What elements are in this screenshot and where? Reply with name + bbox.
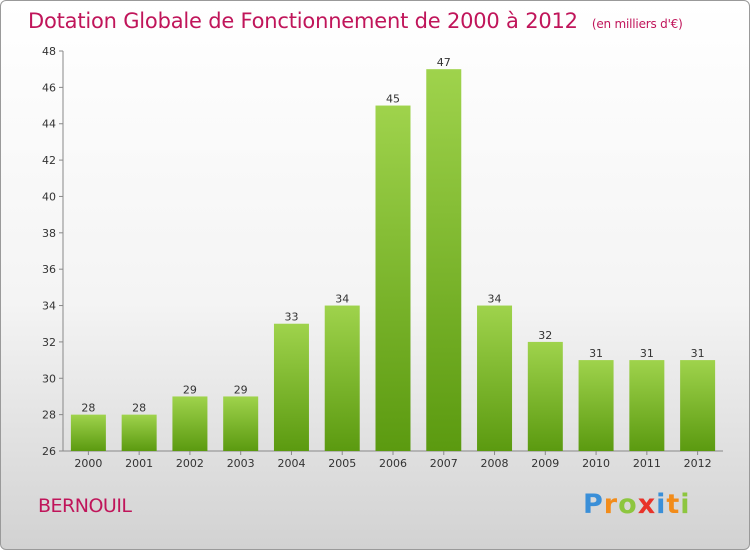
city-name: BERNOUIL: [38, 495, 132, 517]
bar-value-label: 31: [589, 347, 603, 360]
bar: [172, 396, 208, 451]
y-tick-label: 46: [42, 81, 56, 94]
logo-letter: o: [618, 489, 638, 520]
y-tick-label: 30: [42, 372, 56, 385]
bar: [273, 323, 309, 451]
x-tick-label: 2012: [684, 457, 712, 470]
bar: [324, 305, 360, 451]
bar: [527, 341, 563, 451]
bar-value-label: 34: [335, 293, 349, 306]
bar-value-label: 33: [284, 311, 298, 324]
y-tick-label: 32: [42, 336, 56, 349]
bar: [680, 360, 716, 451]
logo-letter: r: [603, 489, 619, 520]
logo-letter: i: [656, 489, 667, 520]
bar-value-label: 28: [81, 402, 95, 415]
bar-value-label: 29: [234, 383, 248, 396]
x-tick-label: 2005: [328, 457, 356, 470]
bar-value-label: 31: [640, 347, 654, 360]
bar: [375, 105, 411, 451]
x-tick-label: 2006: [379, 457, 407, 470]
y-tick-label: 42: [42, 154, 56, 167]
bar-value-label: 28: [132, 402, 146, 415]
logo-letter: x: [637, 489, 657, 520]
bar: [121, 414, 157, 451]
bar-value-label: 29: [183, 383, 197, 396]
y-tick-label: 44: [42, 118, 56, 131]
bar-value-label: 45: [386, 93, 400, 106]
x-tick-label: 2008: [481, 457, 509, 470]
unit-note: (en milliers d'€): [591, 17, 683, 31]
bar-value-label: 47: [437, 56, 451, 69]
bar: [70, 414, 106, 451]
logo-letter: t: [666, 489, 681, 520]
x-tick-label: 2009: [531, 457, 559, 470]
bar: [223, 396, 259, 451]
logo-letter: i: [680, 489, 691, 520]
chart-title-text: Dotation Globale de Fonctionnement de 20…: [28, 9, 578, 33]
y-tick-label: 48: [42, 45, 56, 58]
bar: [629, 360, 665, 451]
bar-value-label: 32: [538, 329, 552, 342]
y-tick-label: 28: [42, 409, 56, 422]
x-tick-label: 2011: [633, 457, 661, 470]
proxiti-logo: Proxiti: [583, 489, 691, 520]
x-tick-label: 2002: [176, 457, 204, 470]
y-tick-label: 26: [42, 445, 56, 458]
x-tick-label: 2001: [125, 457, 153, 470]
x-tick-label: 2003: [227, 457, 255, 470]
bar: [477, 305, 513, 451]
chart-title: Dotation Globale de Fonctionnement de 20…: [28, 9, 683, 33]
x-tick-label: 2000: [74, 457, 102, 470]
y-tick-label: 34: [42, 300, 56, 313]
x-tick-label: 2007: [430, 457, 458, 470]
bar-value-label: 34: [488, 293, 502, 306]
x-tick-label: 2010: [582, 457, 610, 470]
bar: [426, 69, 462, 451]
bar: [578, 360, 614, 451]
bar-value-label: 31: [691, 347, 705, 360]
y-tick-label: 36: [42, 263, 56, 276]
y-tick-label: 40: [42, 190, 56, 203]
y-tick-label: 38: [42, 227, 56, 240]
logo-letter: P: [583, 489, 604, 520]
x-tick-label: 2004: [277, 457, 305, 470]
